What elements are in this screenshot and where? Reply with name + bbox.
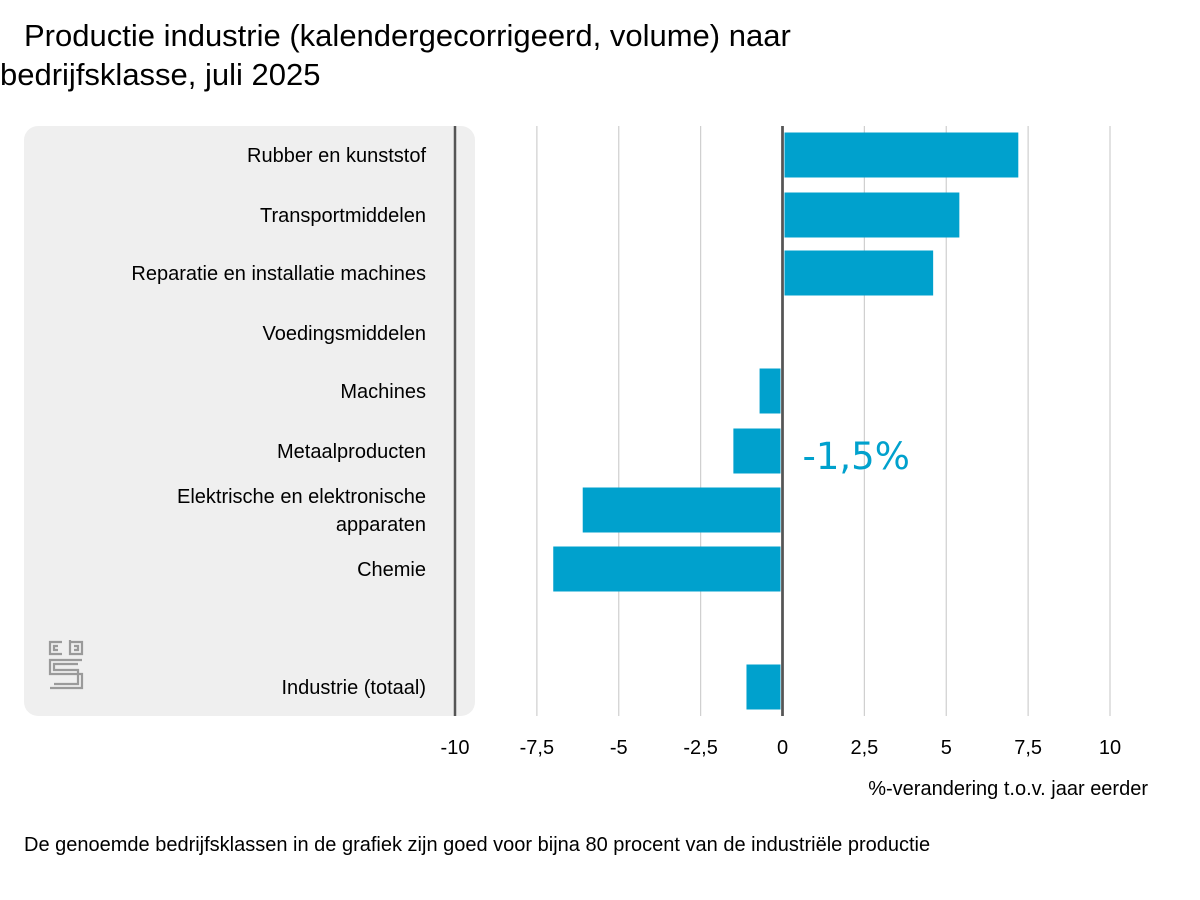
chart-title-line: bedrijfsklasse, juli 2025: [0, 57, 321, 92]
x-tick-labels: -10 -7,5 -5 -2,5 0 2,5 5 7,5 10: [441, 737, 1122, 759]
x-tick-label: -2,5: [683, 737, 717, 759]
bars: [553, 126, 1019, 716]
bar: [733, 428, 781, 474]
category-label: Industrie (totaal): [281, 677, 426, 699]
x-tick-label: 2,5: [850, 737, 878, 759]
category-label: Elektrische en elektronische: [177, 486, 426, 508]
category-labels: Rubber en kunststof Transportmiddelen Repa…: [131, 145, 426, 699]
bar: [746, 664, 781, 710]
bar: [784, 250, 934, 296]
x-tick-label: -5: [610, 737, 628, 759]
category-label: Chemie: [357, 559, 426, 581]
x-tick-label: -7,5: [520, 737, 554, 759]
category-label: Machines: [340, 381, 426, 403]
x-tick-label: -10: [441, 737, 470, 759]
category-label: Rubber en kunststof: [247, 145, 426, 167]
bar: [759, 368, 781, 414]
footnote: De genoemde bedrijfsklassen in de grafie…: [24, 834, 930, 856]
annotation-label: -1,5%: [803, 435, 910, 478]
bar: [582, 487, 781, 533]
category-label: Transportmiddelen: [260, 205, 426, 227]
x-tick-label: 7,5: [1014, 737, 1042, 759]
chart-title: Productie industrie (kalendergecorrigeer…: [0, 18, 791, 92]
label-panel: [24, 126, 475, 716]
x-tick-label: 0: [777, 737, 788, 759]
x-tick-label: 10: [1099, 737, 1121, 759]
category-label: apparaten: [336, 514, 426, 536]
cbs-logo-icon: [48, 640, 84, 690]
bar: [784, 132, 1019, 178]
category-label: Metaalproducten: [277, 441, 426, 463]
bar: [553, 546, 781, 592]
chart-title-line: Productie industrie (kalendergecorrigeer…: [24, 18, 791, 53]
x-tick-label: 5: [941, 737, 952, 759]
x-axis-label: %-verandering t.o.v. jaar eerder: [868, 778, 1148, 800]
category-label: Reparatie en installatie machines: [131, 263, 426, 285]
bar: [784, 192, 960, 238]
category-label: Voedingsmiddelen: [263, 323, 426, 345]
